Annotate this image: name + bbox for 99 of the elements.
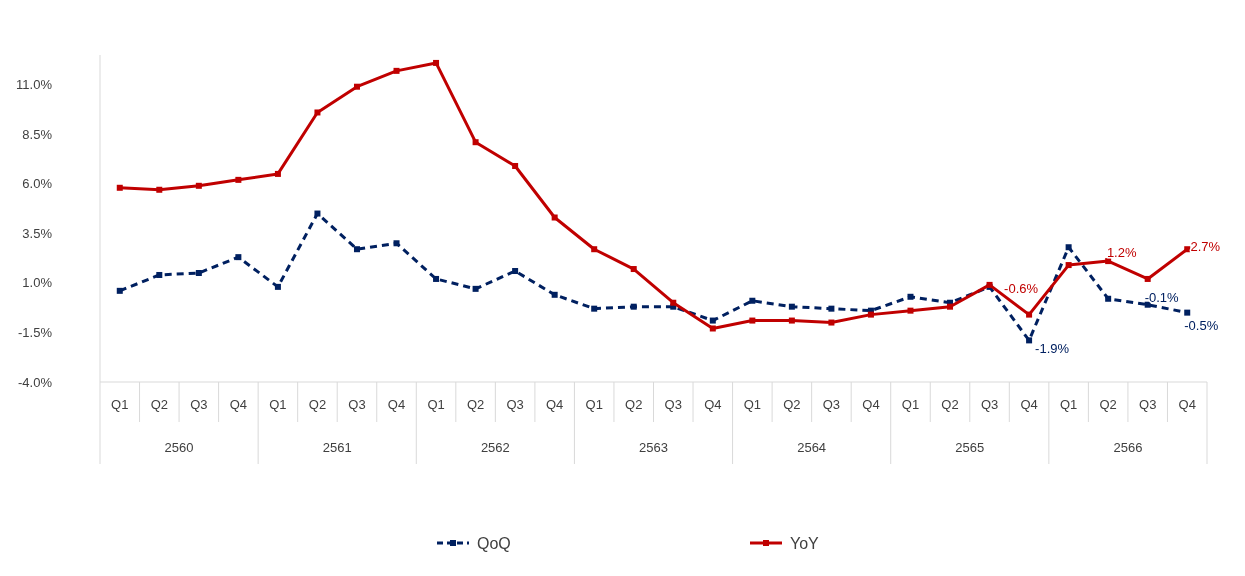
y-tick-label: 1.0% <box>22 275 53 291</box>
text: 2565 <box>955 440 985 455</box>
point <box>116 287 123 294</box>
point <box>591 246 598 253</box>
point <box>433 59 440 66</box>
point <box>551 291 558 298</box>
x-tick-label: Q3 <box>822 397 841 412</box>
x-tick-label: Q1 <box>901 397 920 412</box>
x-tick-label: Q1 <box>743 397 762 412</box>
point <box>749 317 756 324</box>
x-tick-label: Q4 <box>387 397 406 412</box>
point <box>472 285 479 292</box>
point <box>195 182 202 189</box>
point <box>670 299 677 306</box>
point <box>1105 295 1112 302</box>
point <box>156 186 163 193</box>
x-tick-label: Q4 <box>862 397 880 412</box>
x-tick-label: Q2 <box>941 397 959 412</box>
point <box>195 270 202 276</box>
point <box>314 210 321 217</box>
text: 2562 <box>480 440 510 455</box>
point <box>1065 244 1072 251</box>
x-tick-label: Q4 <box>1020 397 1038 412</box>
point <box>393 67 400 74</box>
point <box>630 303 637 310</box>
x-tick-label: Q3 <box>190 397 208 412</box>
point <box>947 303 954 310</box>
point <box>353 246 360 253</box>
point <box>512 162 519 169</box>
data-label: -0.6% <box>1004 281 1039 297</box>
y-tick-label: -1.5% <box>18 325 53 340</box>
point <box>709 317 716 324</box>
point <box>353 83 360 90</box>
text: 2561 <box>322 440 352 455</box>
point <box>1026 311 1033 318</box>
point <box>235 176 242 183</box>
point <box>1184 246 1191 253</box>
x-tick-label: Q2 <box>783 397 801 412</box>
point <box>828 319 835 326</box>
text: 2563 <box>639 440 668 455</box>
point <box>1026 337 1033 344</box>
point <box>551 214 558 221</box>
y-tick-label: 11.0% <box>16 77 53 93</box>
point <box>393 240 400 247</box>
x-tick-label: Q1 <box>111 397 129 412</box>
point <box>709 325 716 332</box>
point <box>1065 262 1072 269</box>
text: 2566 <box>1113 440 1143 455</box>
point <box>472 139 479 146</box>
point <box>235 254 242 261</box>
point <box>828 305 835 312</box>
x-tick-label: Q3 <box>664 397 682 412</box>
point <box>788 303 795 310</box>
point <box>274 283 281 290</box>
data-label: -1.9% <box>1035 340 1070 356</box>
data-label: 2.7% <box>1190 238 1221 254</box>
y-tick-label: 6.0% <box>22 176 53 192</box>
point <box>1144 275 1151 282</box>
point <box>907 293 914 300</box>
data-label: -0.1% <box>1144 290 1180 306</box>
x-tick-label: Q1 <box>427 397 445 412</box>
x-tick-label: Q3 <box>1139 397 1157 412</box>
point <box>314 109 321 116</box>
x-tick-label: Q3 <box>980 397 999 412</box>
x-tick-label: Q1 <box>1059 397 1078 412</box>
x-tick-label: Q4 <box>229 397 248 412</box>
point <box>591 305 598 312</box>
y-tick-label: 3.5% <box>22 225 53 241</box>
point <box>630 266 637 273</box>
x-tick-label: Q4 <box>704 397 722 412</box>
point <box>867 311 874 318</box>
y-tick-label: 8.5% <box>22 126 53 142</box>
x-tick-label: Q2 <box>1099 397 1117 412</box>
text: 2560 <box>164 440 194 455</box>
x-tick-label: Q3 <box>348 397 366 412</box>
x-tick-label: Q2 <box>308 397 327 412</box>
x-tick-label: Q3 <box>506 397 524 412</box>
point <box>749 297 756 304</box>
x-tick-label: Q1 <box>585 397 603 412</box>
point <box>156 271 163 278</box>
legend-label: QoQ <box>477 534 511 552</box>
y-tick-label: -4.0% <box>18 374 53 390</box>
point <box>274 170 281 177</box>
point <box>433 275 440 282</box>
x-tick-label: Q4 <box>545 397 564 412</box>
x-tick-label: Q2 <box>150 397 168 412</box>
legend-label: YoY <box>790 534 820 552</box>
x-tick-label: Q1 <box>269 397 287 412</box>
point <box>1184 309 1191 316</box>
point <box>907 307 914 314</box>
x-tick-label: Q2 <box>466 397 485 412</box>
x-tick-label: Q2 <box>625 397 643 412</box>
x-tick-label: Q4 <box>1178 397 1196 412</box>
point <box>116 184 123 191</box>
point <box>512 268 519 275</box>
data-label: 1.2% <box>1106 245 1137 261</box>
point <box>788 317 795 324</box>
data-label: -0.5% <box>1184 318 1219 334</box>
text: 2564 <box>797 440 827 455</box>
